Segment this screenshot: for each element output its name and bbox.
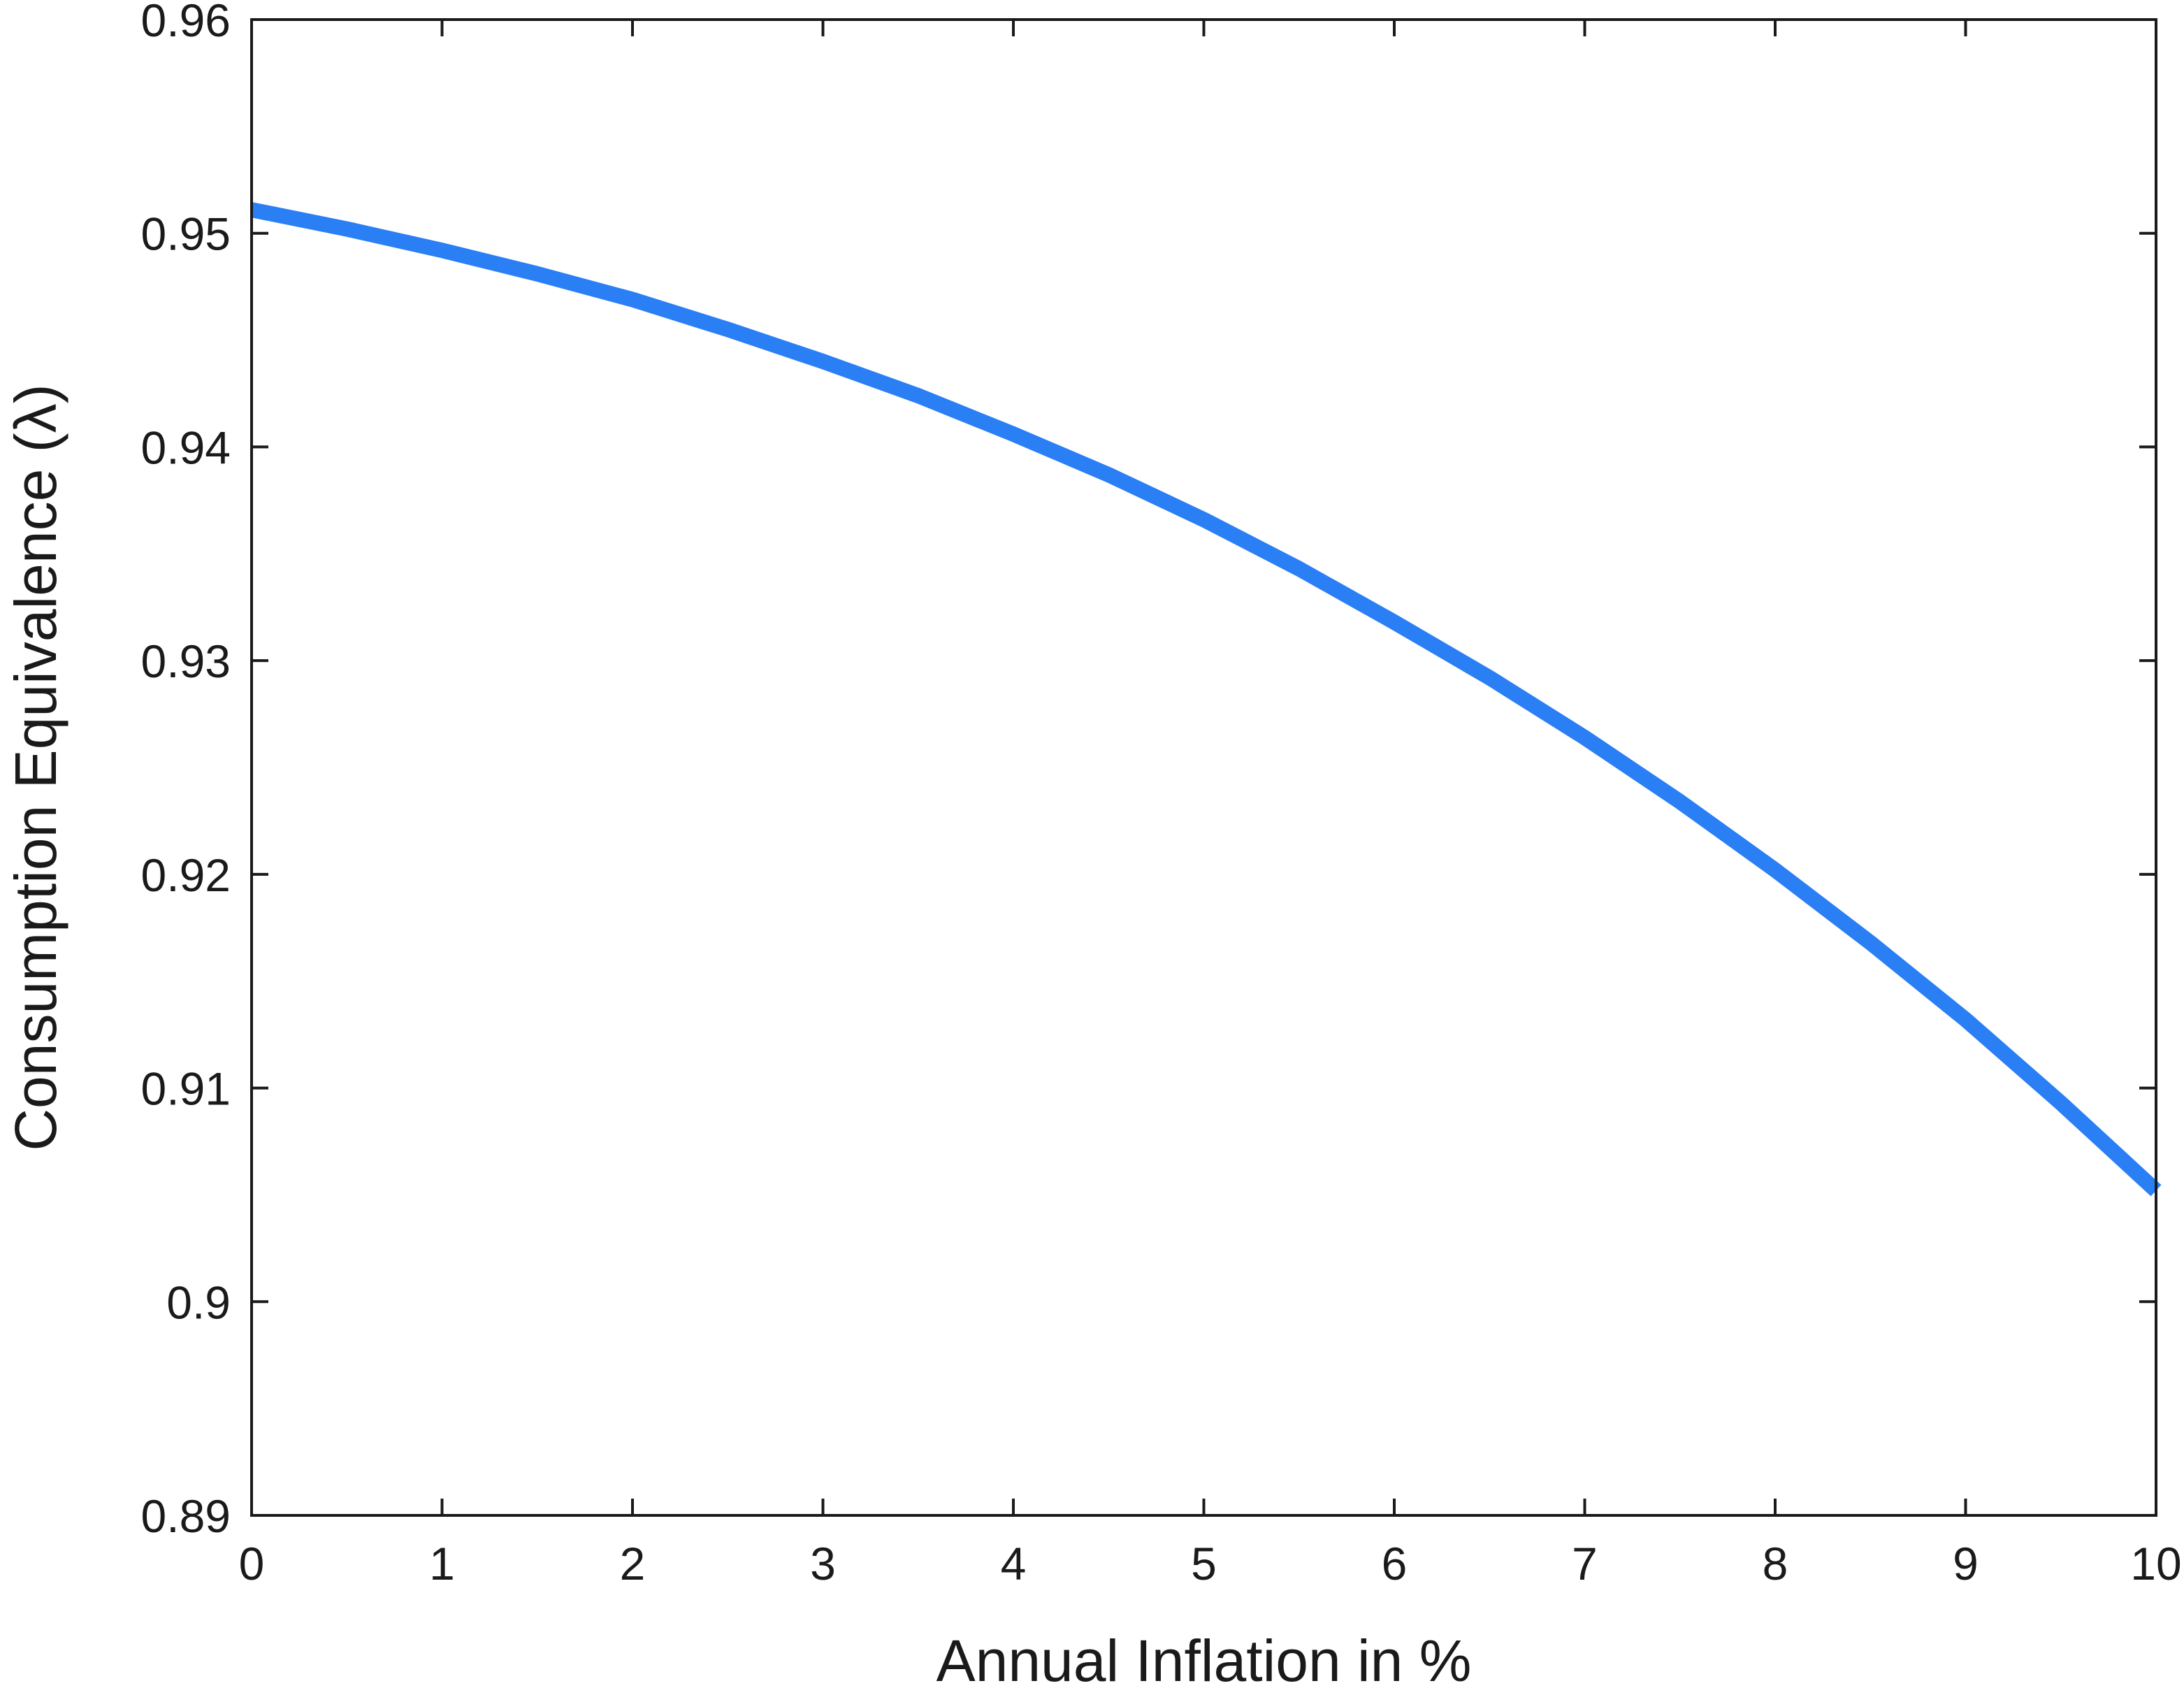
x-axis-label: Annual Inflation in %: [936, 1628, 1472, 1694]
y-axis-label: Consumption Equivalence (λ): [3, 384, 68, 1151]
x-tick-label: 1: [429, 1538, 455, 1589]
y-tick-label: 0.94: [141, 421, 231, 473]
x-tick-label: 6: [1382, 1538, 1408, 1589]
y-tick-label: 0.93: [141, 635, 231, 687]
y-tick-label: 0.89: [141, 1490, 231, 1542]
x-tick-label: 4: [1001, 1538, 1027, 1589]
tick-labels: 0 1 2 3 4 5 6 7 8 9 10 0.89 0.9 0.91 0.92 0.93 0.94 0.95 0…: [141, 0, 2182, 1589]
x-tick-label: 8: [1763, 1538, 1788, 1589]
x-tick-label: 0: [239, 1538, 265, 1589]
x-tick-label: 5: [1191, 1538, 1217, 1589]
series-layer: [250, 202, 2162, 1197]
x-tick-label: 3: [810, 1538, 836, 1589]
y-tick-label: 0.9: [166, 1276, 231, 1328]
x-tick-label: 9: [1953, 1538, 1979, 1589]
plot-area-frame: [250, 18, 2157, 1517]
y-tick-label: 0.92: [141, 849, 231, 901]
y-tick-label: 0.96: [141, 0, 231, 46]
y-tick-label: 0.95: [141, 208, 231, 260]
x-tick-label: 2: [620, 1538, 646, 1589]
series-line: [250, 202, 2162, 1197]
axis-ticks: [250, 18, 2157, 1517]
y-tick-label: 0.91: [141, 1063, 231, 1115]
x-tick-label: 7: [1572, 1538, 1598, 1589]
x-tick-label: 10: [2130, 1538, 2181, 1589]
